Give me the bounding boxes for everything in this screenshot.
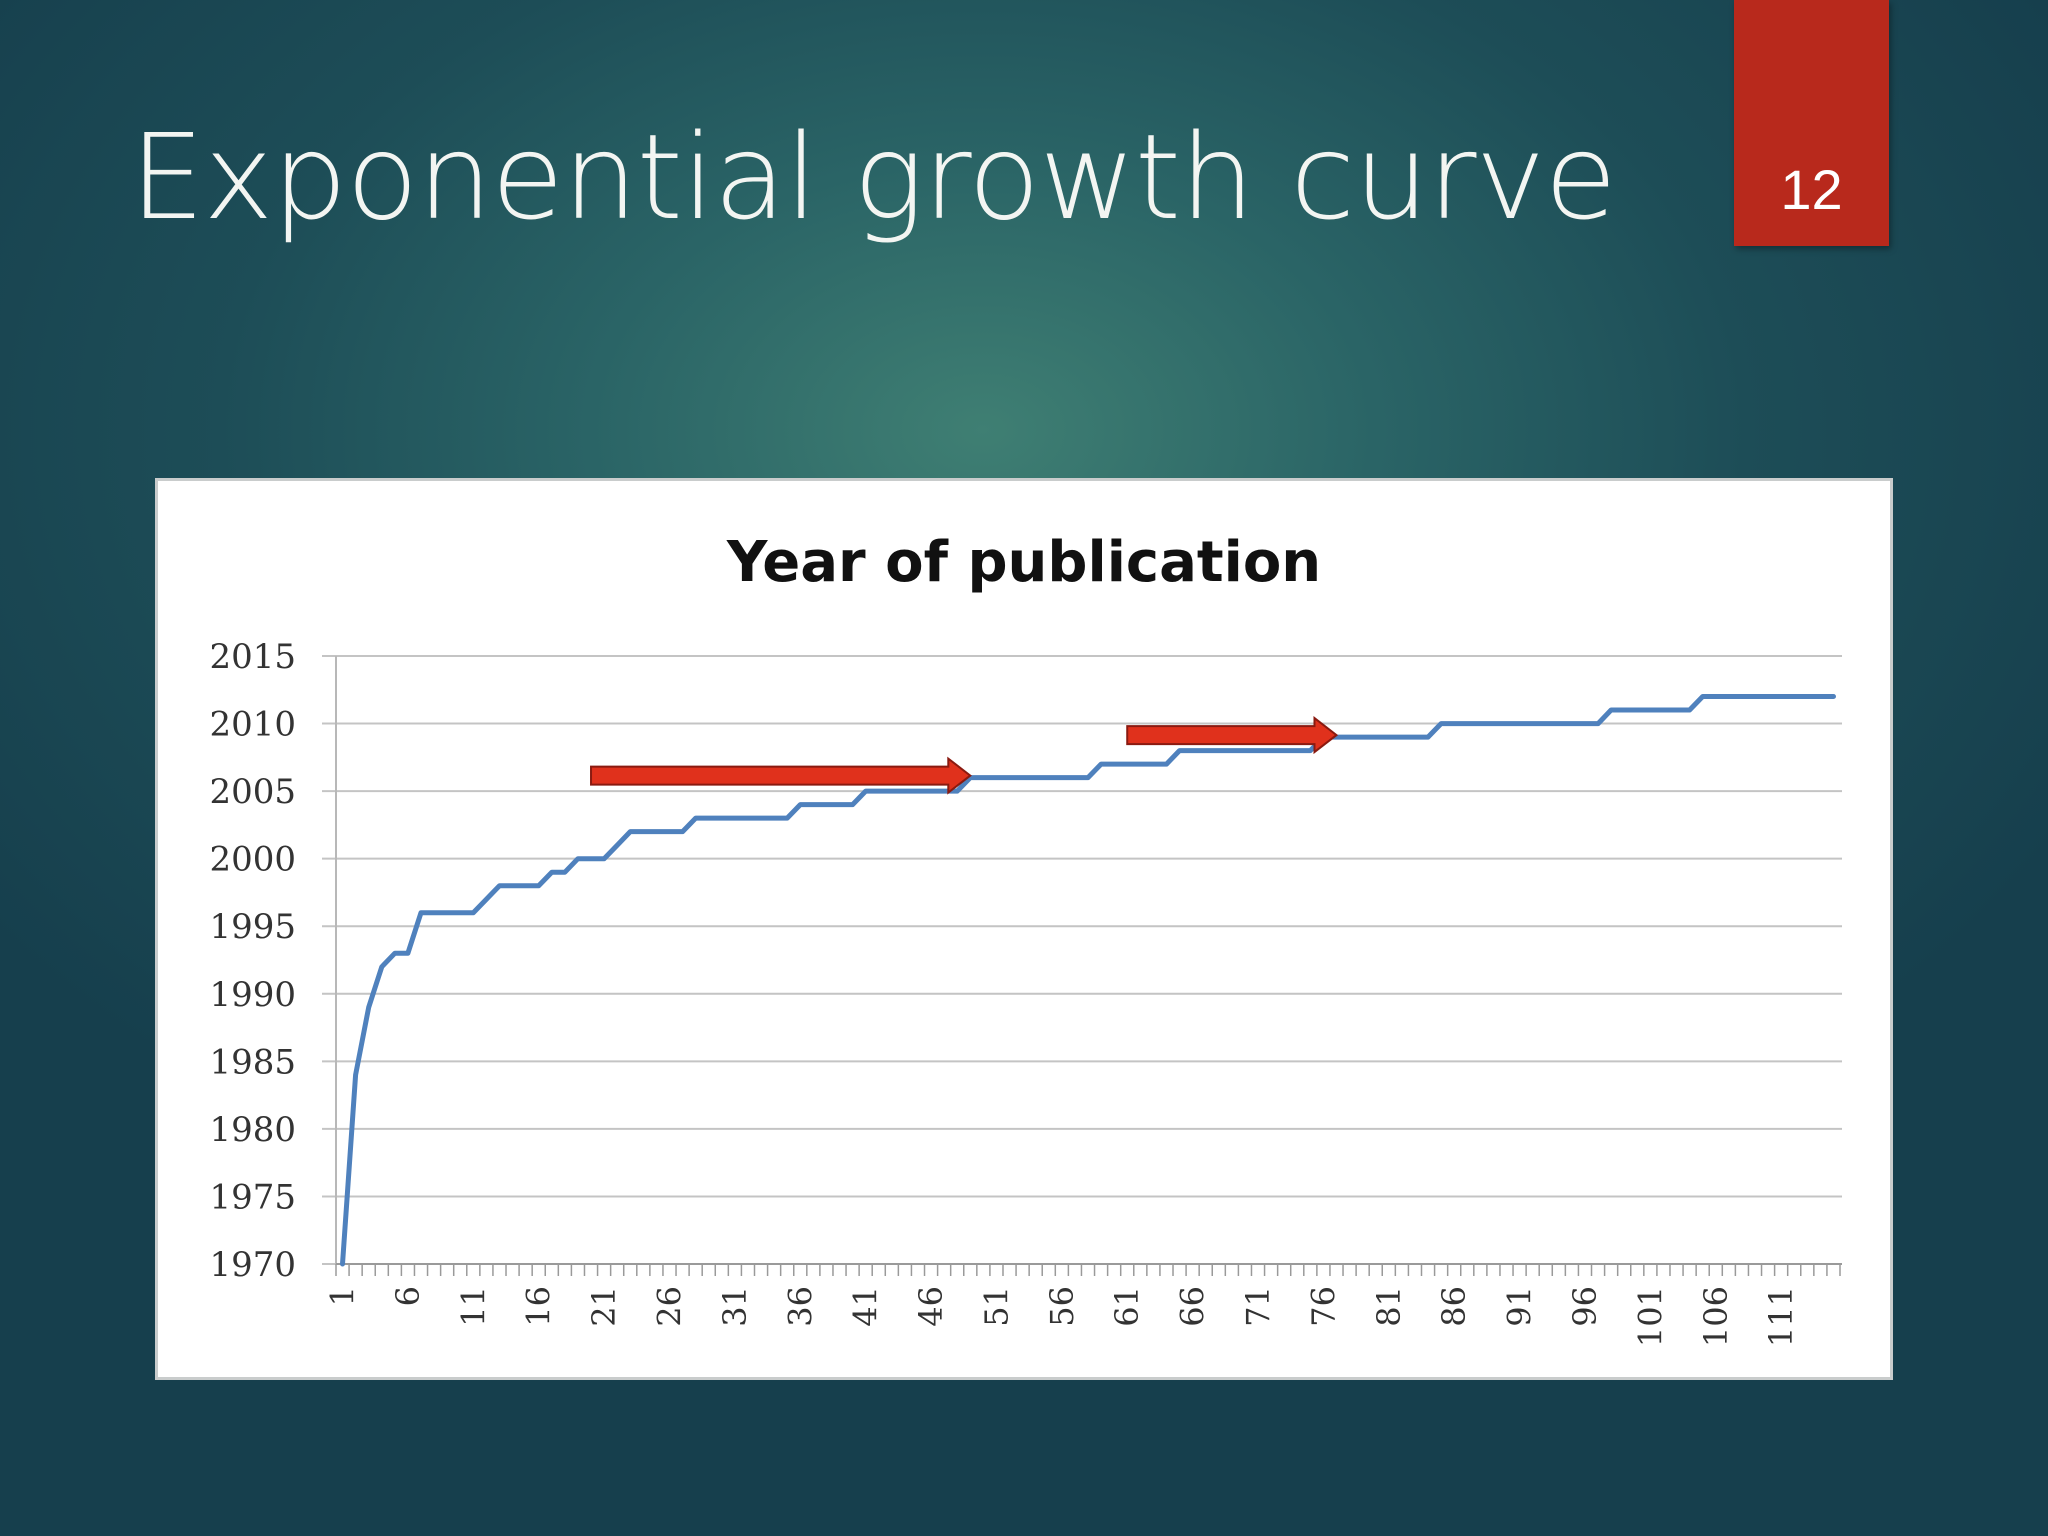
- x-tick-label: 96: [1566, 1286, 1604, 1327]
- y-tick-label: 2005: [209, 772, 296, 812]
- x-tick-label: 36: [781, 1286, 819, 1327]
- x-tick-label: 31: [716, 1286, 754, 1327]
- y-tick-label: 1980: [209, 1110, 296, 1150]
- annotation-arrow: [1126, 716, 1339, 755]
- y-tick-label: 1990: [209, 975, 296, 1015]
- y-tick-label: 2010: [209, 705, 296, 745]
- y-tick-label: 2015: [209, 637, 296, 677]
- page-number: 12: [1780, 158, 1843, 221]
- x-tick-label: 51: [977, 1286, 1015, 1327]
- x-tick-label: 21: [585, 1286, 623, 1327]
- chart-title: Year of publication: [726, 530, 1321, 595]
- y-tick-label: 1970: [209, 1245, 296, 1285]
- x-tick-label: 41: [847, 1286, 885, 1327]
- x-tick-label: 26: [650, 1286, 688, 1327]
- x-tick-label: 16: [520, 1286, 558, 1327]
- x-tick-label: 91: [1501, 1286, 1539, 1327]
- x-tick-label: 61: [1108, 1286, 1146, 1327]
- annotation-arrow: [590, 756, 972, 795]
- x-tick-label: 106: [1697, 1286, 1735, 1347]
- y-tick-label: 1995: [209, 907, 296, 947]
- x-tick-label: 101: [1631, 1286, 1669, 1347]
- series-line: [340, 694, 1836, 1267]
- x-tick-label: 66: [1174, 1286, 1212, 1327]
- x-tick-label: 111: [1762, 1286, 1800, 1347]
- y-tick-label: 2000: [209, 840, 296, 880]
- slide-title: Exponential growth curve: [130, 108, 1617, 246]
- x-tick-label: 86: [1435, 1286, 1473, 1327]
- x-tick-label: 46: [912, 1286, 950, 1327]
- y-tick-label: 1985: [209, 1042, 296, 1082]
- x-tick-label: 56: [1043, 1286, 1081, 1327]
- x-tick-label: 76: [1304, 1286, 1342, 1327]
- y-tick-label: 1975: [209, 1177, 296, 1217]
- x-tick-label: 1: [324, 1286, 362, 1306]
- x-tick-label: 6: [389, 1286, 427, 1306]
- line-chart: Year of publication 2015 2010 2005 2000 1995…: [209, 530, 1842, 1347]
- page-number-badge: 12: [1734, 0, 1889, 246]
- x-tick-label: 11: [454, 1286, 492, 1327]
- x-tick-label: 81: [1370, 1286, 1408, 1327]
- chart-panel: Year of publication 2015 2010 2005 2000 1995…: [155, 478, 1893, 1380]
- x-tick-label: 71: [1239, 1286, 1277, 1327]
